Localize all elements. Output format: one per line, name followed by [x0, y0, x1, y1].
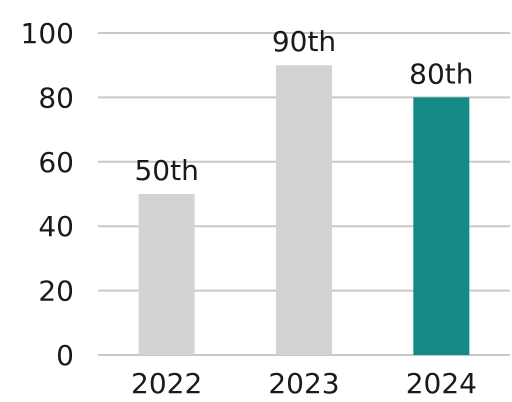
- x-tick-label-2023: 2023: [268, 367, 339, 400]
- y-tick-label: 80: [38, 81, 74, 114]
- data-label-2023: 90th: [272, 25, 336, 58]
- y-tick-label: 100: [21, 17, 74, 50]
- x-tick-label-2022: 2022: [131, 367, 202, 400]
- x-tick-label-2024: 2024: [406, 367, 477, 400]
- bar-2023: [276, 65, 332, 355]
- y-axis-tick-labels: 0 20 40 60 80 100: [21, 17, 74, 372]
- y-tick-label: 20: [38, 275, 74, 308]
- x-axis-tick-labels: 2022 2023 2024: [131, 367, 477, 400]
- bar-2022: [138, 194, 195, 355]
- y-tick-label: 60: [38, 146, 74, 179]
- data-labels: 50th 90th 80th: [134, 25, 473, 187]
- y-tick-label: 40: [38, 210, 74, 243]
- bars: [138, 65, 470, 356]
- y-tick-label: 0: [56, 339, 74, 372]
- bar-2024: [413, 97, 470, 356]
- data-label-2022: 50th: [134, 154, 198, 187]
- data-label-2024: 80th: [409, 57, 473, 90]
